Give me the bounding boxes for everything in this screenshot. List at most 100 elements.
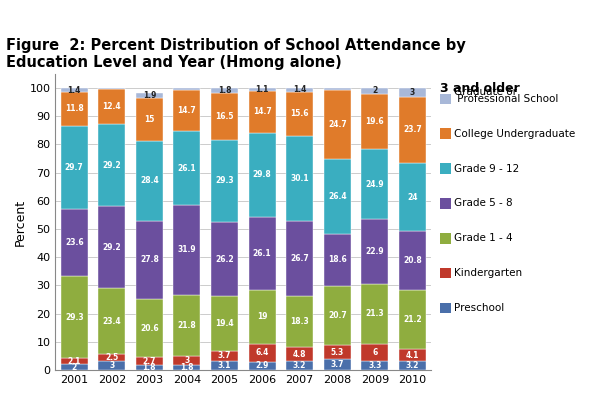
Bar bbox=[136, 141, 163, 221]
Text: 18.3: 18.3 bbox=[290, 317, 309, 326]
Text: 19: 19 bbox=[257, 312, 267, 321]
Text: 24.7: 24.7 bbox=[328, 120, 347, 129]
Bar bbox=[136, 365, 163, 370]
Text: 3.2: 3.2 bbox=[406, 361, 419, 370]
Text: 29.2: 29.2 bbox=[102, 243, 121, 252]
Bar bbox=[324, 344, 351, 360]
Text: 20.7: 20.7 bbox=[328, 311, 347, 320]
Bar bbox=[174, 356, 200, 365]
Bar bbox=[136, 357, 163, 365]
Text: 29.3: 29.3 bbox=[215, 176, 234, 185]
Bar bbox=[174, 132, 200, 205]
Text: 29.8: 29.8 bbox=[253, 170, 272, 179]
Text: 18.6: 18.6 bbox=[328, 256, 347, 265]
Bar bbox=[174, 90, 200, 132]
Bar bbox=[324, 159, 351, 234]
Bar bbox=[211, 296, 238, 351]
Bar bbox=[136, 93, 163, 99]
Text: 26.2: 26.2 bbox=[215, 255, 234, 263]
Bar bbox=[362, 219, 388, 284]
Bar bbox=[211, 93, 238, 140]
Text: 26.1: 26.1 bbox=[253, 249, 272, 258]
Text: 3: 3 bbox=[410, 88, 415, 97]
Bar bbox=[324, 360, 351, 370]
Text: 29.3: 29.3 bbox=[65, 312, 84, 321]
Text: 11.8: 11.8 bbox=[65, 104, 84, 113]
Bar bbox=[249, 362, 275, 370]
Text: 14.7: 14.7 bbox=[177, 106, 197, 115]
Text: 28.4: 28.4 bbox=[140, 176, 159, 185]
Bar bbox=[61, 209, 87, 276]
Bar bbox=[362, 94, 388, 149]
Text: 15.6: 15.6 bbox=[290, 109, 309, 118]
Bar bbox=[174, 295, 200, 356]
Text: 21.3: 21.3 bbox=[365, 309, 384, 318]
Text: Kindergarten: Kindergarten bbox=[454, 268, 522, 278]
Bar bbox=[99, 88, 125, 89]
Bar bbox=[249, 133, 275, 217]
Bar bbox=[99, 206, 125, 289]
Text: 21.2: 21.2 bbox=[403, 315, 422, 324]
Bar bbox=[286, 296, 313, 347]
Text: 5.3: 5.3 bbox=[331, 348, 344, 356]
Text: 23.7: 23.7 bbox=[403, 125, 422, 134]
Bar bbox=[99, 289, 125, 354]
Bar bbox=[362, 284, 388, 344]
Text: 26.4: 26.4 bbox=[328, 192, 347, 201]
Bar bbox=[286, 221, 313, 296]
Bar bbox=[174, 365, 200, 370]
Bar bbox=[99, 89, 125, 124]
Text: 29.7: 29.7 bbox=[65, 163, 84, 172]
Text: 1.1: 1.1 bbox=[256, 85, 269, 94]
Bar bbox=[174, 88, 200, 90]
Bar bbox=[211, 88, 238, 93]
Bar bbox=[249, 88, 275, 91]
Y-axis label: Percent: Percent bbox=[14, 199, 27, 245]
Text: 3.7: 3.7 bbox=[218, 351, 231, 360]
Text: 22.9: 22.9 bbox=[365, 247, 384, 256]
Text: 2.7: 2.7 bbox=[143, 356, 156, 365]
Text: 26.1: 26.1 bbox=[177, 164, 197, 173]
Text: 1.8: 1.8 bbox=[180, 363, 193, 372]
Bar bbox=[61, 358, 87, 364]
Text: 19.4: 19.4 bbox=[215, 319, 234, 328]
Text: 6: 6 bbox=[372, 348, 378, 357]
Bar bbox=[399, 97, 426, 163]
Text: 1.4: 1.4 bbox=[68, 86, 81, 95]
Text: 4.1: 4.1 bbox=[406, 351, 419, 360]
Bar bbox=[249, 344, 275, 362]
Bar bbox=[174, 205, 200, 295]
Bar bbox=[399, 163, 426, 231]
Bar bbox=[211, 222, 238, 296]
Bar bbox=[324, 286, 351, 344]
Text: Grade 1 - 4: Grade 1 - 4 bbox=[454, 233, 513, 243]
Text: Grade 9 - 12: Grade 9 - 12 bbox=[454, 164, 519, 173]
Bar bbox=[286, 92, 313, 136]
Bar bbox=[399, 349, 426, 361]
Text: 15: 15 bbox=[144, 115, 155, 124]
Text: 2.1: 2.1 bbox=[68, 357, 81, 366]
Bar bbox=[211, 140, 238, 222]
Bar bbox=[136, 99, 163, 141]
Text: College Undergraduate: College Undergraduate bbox=[454, 129, 575, 139]
Bar bbox=[362, 88, 388, 94]
Bar bbox=[61, 125, 87, 209]
Text: 3 and older: 3 and older bbox=[440, 82, 520, 95]
Text: Figure  2: Percent Distribution of School Attendance by: Figure 2: Percent Distribution of School… bbox=[6, 39, 466, 53]
Bar bbox=[399, 290, 426, 349]
Text: 3.2: 3.2 bbox=[293, 361, 306, 370]
Bar bbox=[61, 364, 87, 370]
Bar bbox=[324, 88, 351, 90]
Bar bbox=[249, 91, 275, 133]
Text: 1.9: 1.9 bbox=[143, 91, 156, 100]
Text: 3.1: 3.1 bbox=[218, 361, 231, 370]
Text: 4.8: 4.8 bbox=[293, 350, 306, 359]
Bar bbox=[99, 124, 125, 206]
Text: 3.7: 3.7 bbox=[331, 360, 344, 369]
Text: 31.9: 31.9 bbox=[177, 245, 197, 254]
Bar bbox=[61, 92, 87, 125]
Text: 3.3: 3.3 bbox=[368, 361, 381, 370]
Bar bbox=[286, 88, 313, 92]
Text: Graduate or: Graduate or bbox=[454, 88, 517, 97]
Bar bbox=[249, 290, 275, 344]
